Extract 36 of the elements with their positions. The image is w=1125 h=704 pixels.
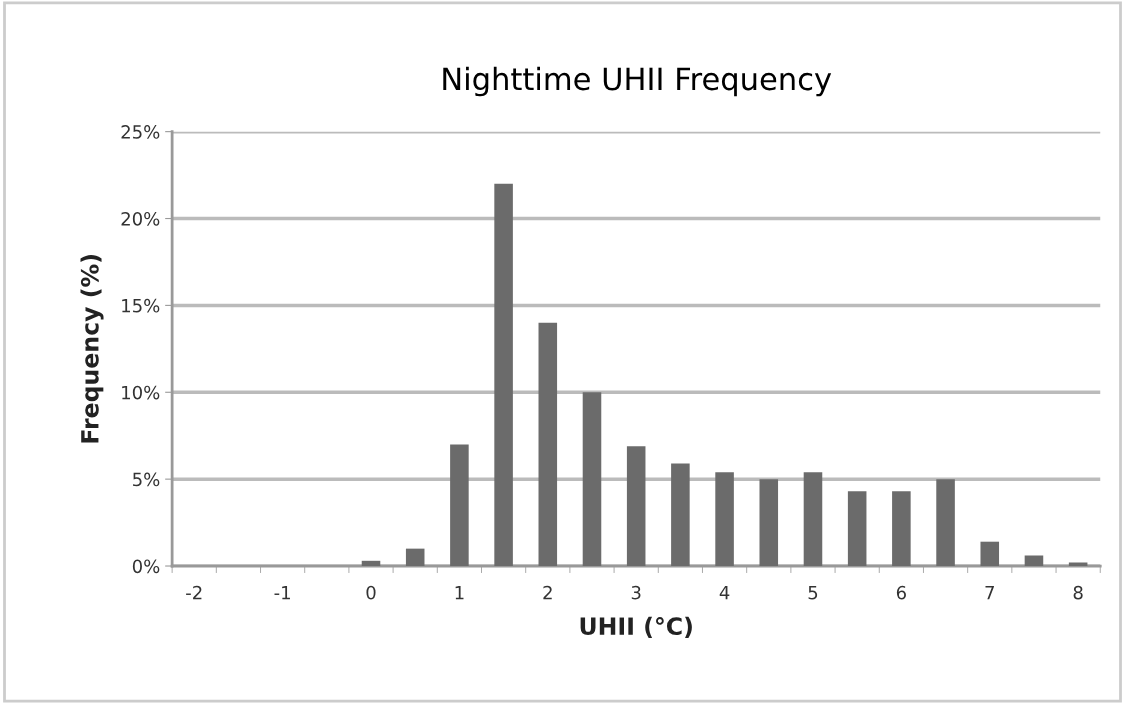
x-tick-label: 2	[543, 585, 552, 600]
bar	[494, 183, 513, 567]
y-tick-label: 25%	[121, 125, 160, 139]
x-tick-label: 8	[1073, 585, 1083, 600]
x-tick-label: 4	[719, 586, 730, 600]
y-axis-title: Frequency (%)	[80, 255, 104, 443]
bar	[936, 479, 955, 567]
bar	[582, 392, 602, 567]
x-tick-label: 5	[808, 586, 818, 600]
x-tick-label: 6	[896, 585, 906, 600]
bar	[1024, 555, 1044, 567]
y-tick-label: 20%	[121, 211, 160, 226]
x-tick-label: 3	[631, 585, 641, 600]
bar	[759, 479, 779, 567]
bar	[538, 322, 558, 567]
x-tick-label: -1	[274, 586, 290, 600]
bar	[361, 560, 381, 567]
bar	[626, 446, 646, 567]
bar	[671, 463, 690, 567]
bar	[803, 472, 823, 567]
y-tick-label: 10%	[122, 385, 160, 400]
bar	[847, 491, 867, 567]
bar	[715, 472, 734, 567]
bar	[980, 541, 1000, 567]
x-tick-label: 7	[985, 586, 994, 600]
bar	[405, 548, 425, 567]
bar	[450, 444, 469, 567]
x-tick-label: -2	[186, 585, 202, 600]
y-tick-label: 5%	[133, 472, 160, 487]
y-tick-label: 15%	[122, 298, 160, 313]
x-tick-label: 1	[455, 586, 464, 600]
y-tick-label: 0%	[132, 559, 160, 574]
chart-title: Nighttime UHII Frequency	[443, 66, 832, 97]
bar	[892, 491, 911, 567]
x-axis-title: UHII (°C)	[580, 616, 692, 638]
x-tick-label: 0	[366, 585, 376, 600]
